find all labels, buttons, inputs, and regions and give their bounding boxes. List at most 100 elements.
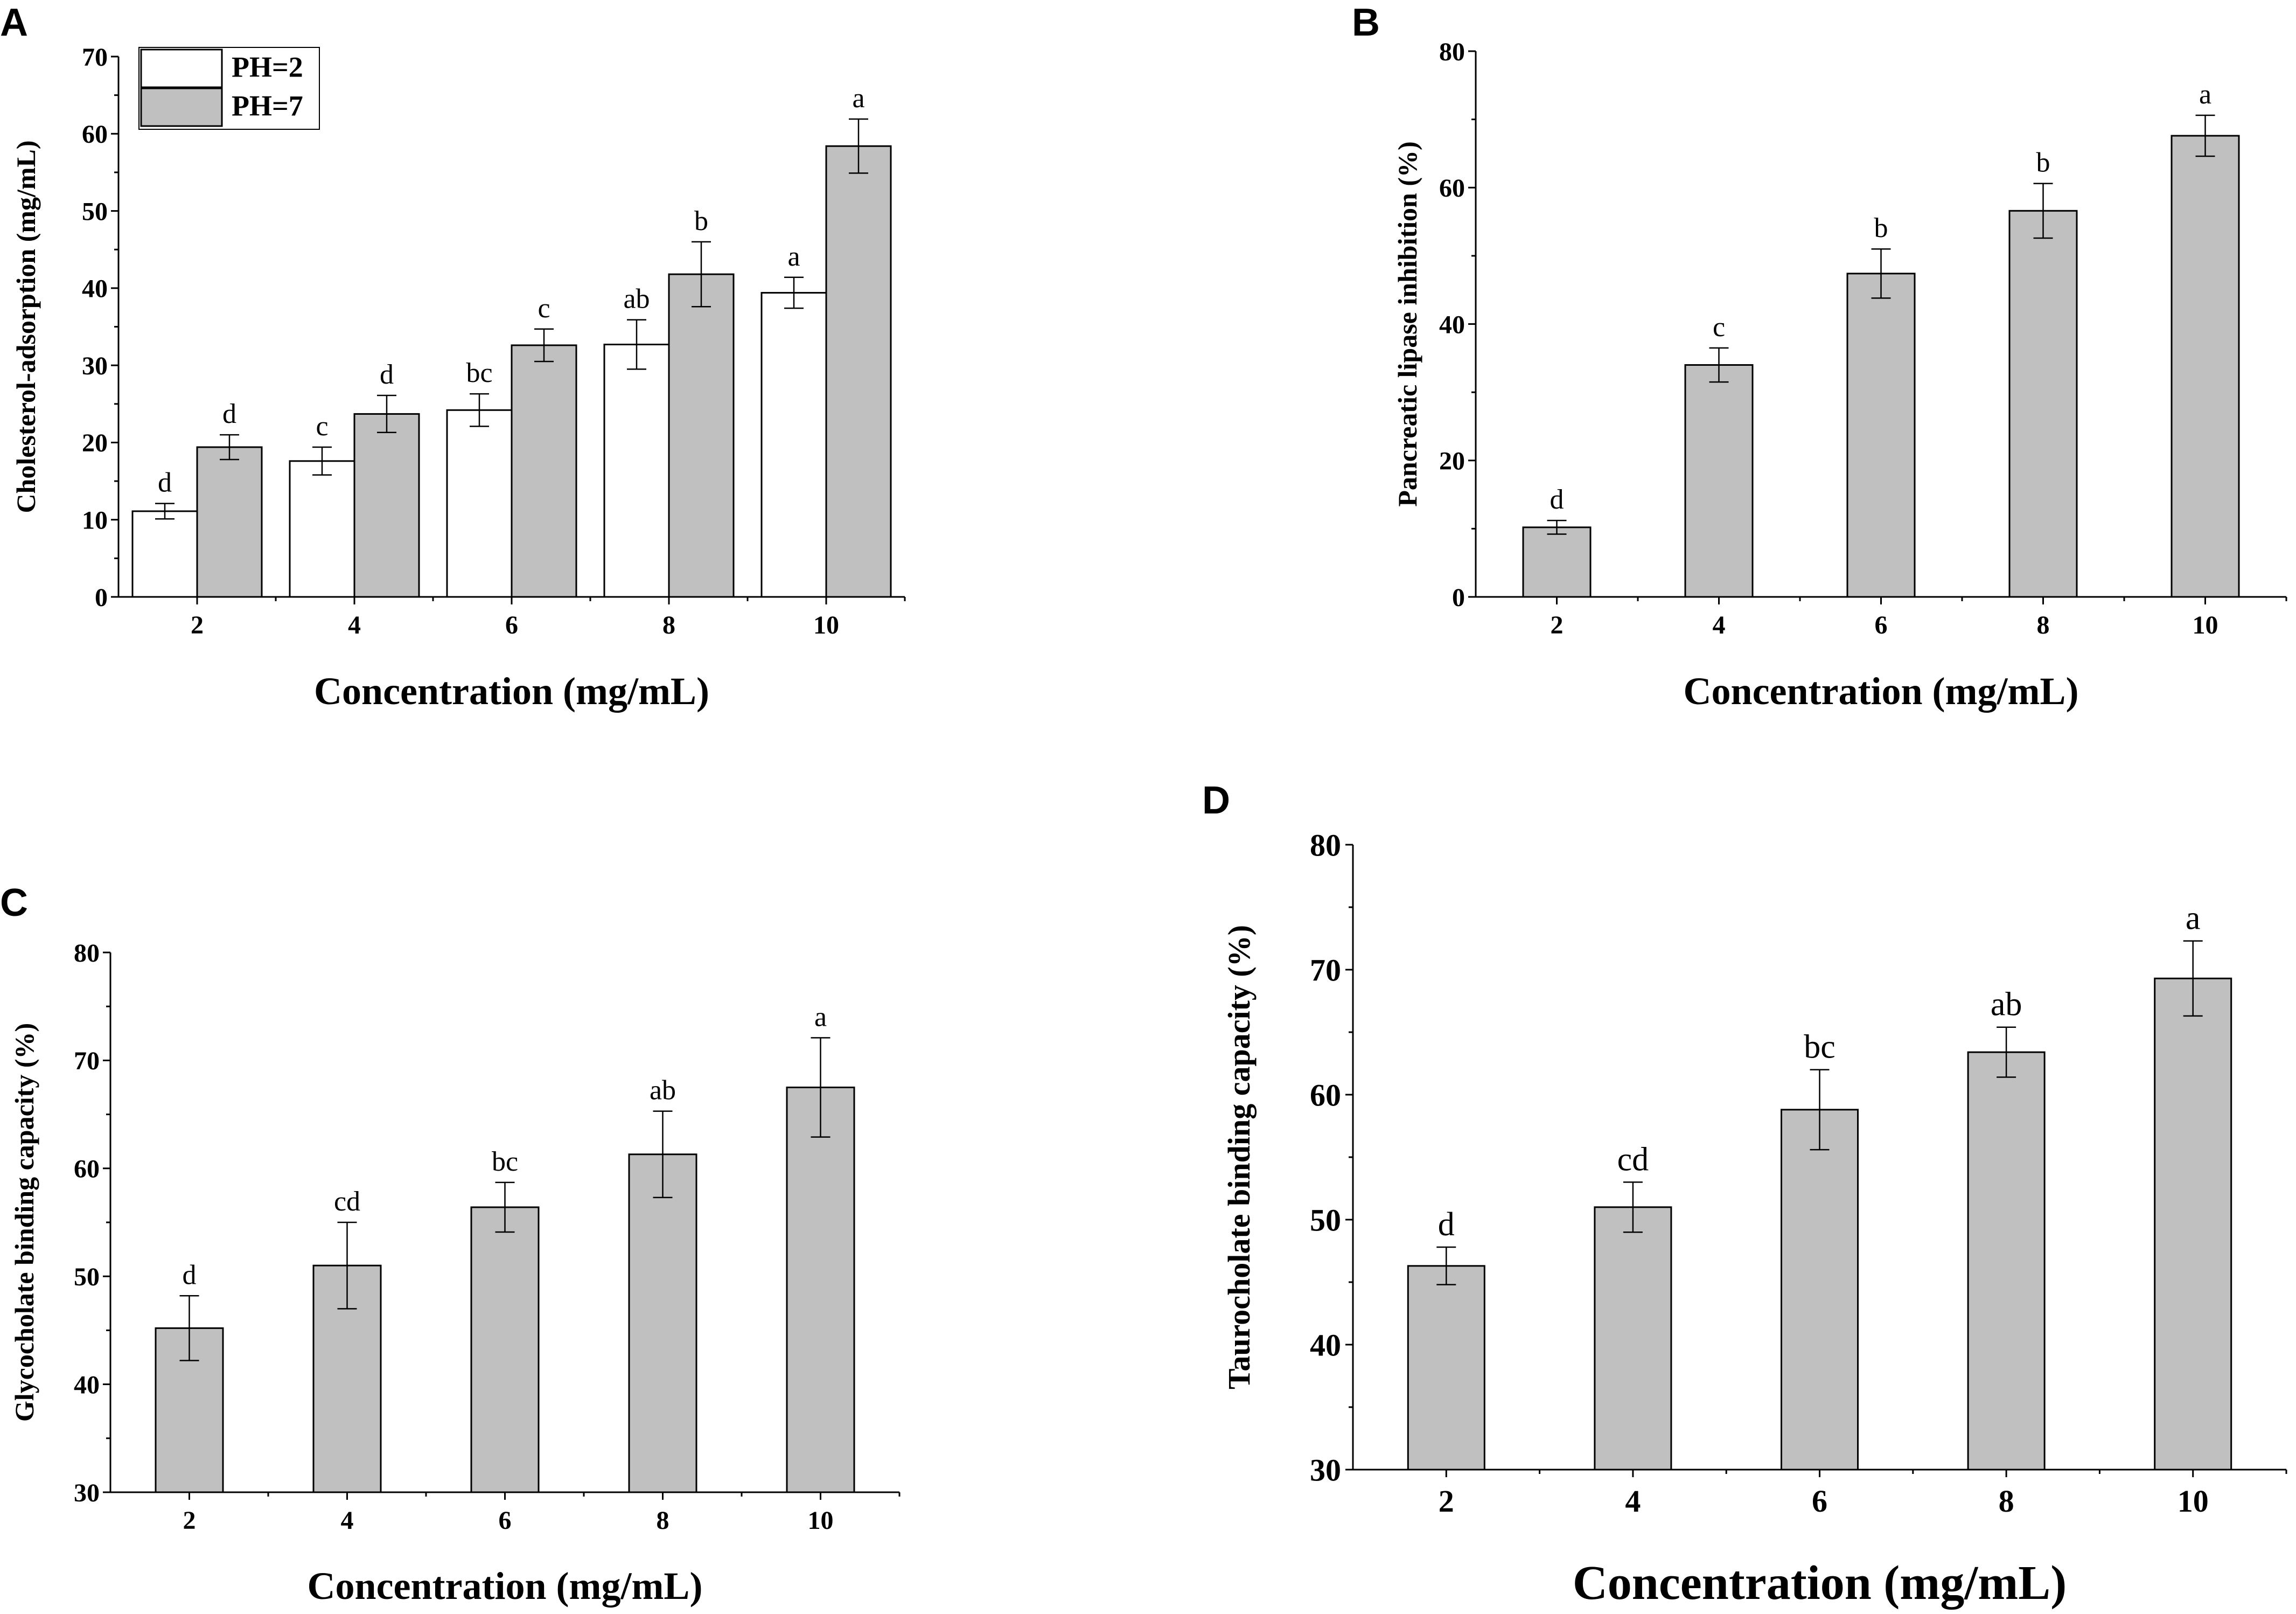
panel-d-x-tick-label: 2 (1439, 1484, 1454, 1519)
panel-d-significance-letter: bc (1804, 1029, 1836, 1066)
panel-c-y-tick-label: 50 (74, 1263, 100, 1291)
panel-a-y-tick-label: 60 (82, 120, 108, 149)
panel-c-x-tick-label: 6 (499, 1506, 512, 1535)
panel-d-significance-letter: d (1438, 1206, 1455, 1243)
panel-c-bar (786, 1087, 855, 1493)
panel-c-bar (470, 1206, 540, 1493)
panel-a-bar (603, 343, 670, 598)
panel-d-significance-letter: ab (1991, 986, 2022, 1023)
panel-d-bar (1967, 1051, 2046, 1471)
panel-letter-d: D (1202, 779, 1230, 822)
panel-a-bar (353, 413, 420, 598)
panel-d-bar (1407, 1265, 1485, 1471)
panel-a-significance-letter: ab (623, 284, 650, 315)
panel-c-significance-letter: d (183, 1260, 197, 1290)
panel-c-y-tick-label: 70 (74, 1047, 100, 1075)
panel-a-bar (446, 409, 513, 598)
panel-b-x-tick-label: 6 (1875, 611, 1888, 639)
panel-b-significance-letter: b (1874, 213, 1888, 244)
legend-box (138, 47, 320, 130)
panel-b-x-tick-label: 2 (1551, 611, 1564, 639)
panel-b-significance-letter: d (1550, 484, 1564, 515)
panel-a-y-tick-label: 50 (82, 197, 108, 226)
panel-d-y-tick-label: 50 (1310, 1202, 1341, 1237)
panel-c-y-tick-label: 80 (74, 939, 100, 968)
panel-a-y-tick-label: 0 (95, 583, 108, 612)
panel-b-y-tick-label: 0 (1452, 583, 1465, 612)
panel-c-x-tick-label: 4 (341, 1506, 354, 1535)
panel-a-significance-letter: bc (466, 358, 492, 388)
panel-d-y-tick-label: 30 (1310, 1452, 1341, 1487)
panel-b-y-tick-label: 40 (1439, 310, 1465, 339)
panel-d-bar (2154, 977, 2232, 1471)
panel-a-significance-letter: c (316, 411, 328, 442)
panel-d-y-tick-label: 80 (1310, 827, 1341, 862)
panel-b-bar (2171, 135, 2240, 598)
legend-swatch-2 (140, 87, 223, 127)
panel-c-significance-letter: cd (334, 1186, 360, 1217)
panel-c-x-tick-label: 8 (657, 1506, 669, 1535)
panel-a-x-tick-label: 6 (505, 611, 518, 639)
panel-a-significance-letter: b (694, 206, 708, 236)
panel-a-bar (825, 145, 892, 598)
panel-d-x-tick-label: 6 (1812, 1484, 1827, 1519)
panel-a-x-tick-label: 10 (813, 611, 839, 639)
panel-a-y-tick-label: 70 (82, 43, 108, 72)
panel-b-y-tick-label: 80 (1439, 38, 1465, 66)
panel-c-bar (628, 1153, 697, 1493)
panel-d-bar (1594, 1206, 1672, 1471)
panel-d-x-axis-label: Concentration (mg/mL) (1573, 1556, 2067, 1610)
panel-b-bar (1846, 273, 1916, 598)
panel-b-y-tick-label: 20 (1439, 447, 1465, 476)
panel-a-significance-letter: d (222, 399, 236, 429)
panel-b-significance-letter: a (2199, 79, 2211, 110)
panel-b-y-axis-label: Pancreatic lipase inhibition (%) (1392, 141, 1422, 506)
panel-b-bar (1522, 526, 1592, 598)
panel-b-x-tick-label: 4 (1713, 611, 1726, 639)
panel-a-bar (289, 460, 355, 598)
panel-c-x-tick-label: 10 (808, 1506, 834, 1535)
legend-swatch-1 (140, 48, 223, 88)
panel-b-bar (1684, 364, 1754, 598)
panel-a-bar (760, 291, 827, 598)
panel-d-significance-letter: a (2186, 900, 2201, 937)
panel-a-significance-letter: c (538, 293, 550, 324)
panel-b-x-tick-label: 8 (2037, 611, 2050, 639)
panel-c-y-tick-label: 60 (74, 1155, 100, 1184)
panel-letter-b: B (1352, 1, 1380, 44)
panel-a-y-axis-label: Cholesterol-adsorption (mg/mL) (11, 140, 41, 513)
panel-a-x-tick-label: 2 (191, 611, 204, 639)
panel-d-x-tick-label: 8 (1999, 1484, 2014, 1519)
panel-d-bar (1781, 1109, 1859, 1471)
panel-a-x-axis-label: Concentration (mg/mL) (314, 670, 709, 713)
panel-d-y-tick-label: 40 (1310, 1327, 1341, 1362)
panel-b-y-tick-label: 60 (1439, 174, 1465, 203)
panel-a-significance-letter: a (852, 83, 864, 114)
panel-d-x-tick-label: 10 (2178, 1484, 2209, 1519)
panel-d-x-tick-label: 4 (1625, 1484, 1641, 1519)
panel-c-y-tick-label: 30 (74, 1479, 100, 1507)
panel-c-x-tick-label: 2 (183, 1506, 196, 1535)
legend-label-2: PH=7 (232, 89, 303, 122)
panel-b-significance-letter: b (2036, 148, 2050, 178)
panel-a-y-tick-label: 20 (82, 429, 108, 457)
panel-a-y-tick-label: 30 (82, 352, 108, 380)
panel-a-significance-letter: d (158, 468, 172, 498)
panel-c-significance-letter: a (814, 1001, 827, 1032)
legend-label-1: PH=2 (232, 51, 303, 83)
panel-a-x-tick-label: 4 (348, 611, 361, 639)
panel-a-bar (668, 273, 735, 598)
panel-d-y-tick-label: 70 (1310, 952, 1341, 987)
panel-letter-c: C (0, 881, 28, 924)
panel-a-x-tick-label: 8 (662, 611, 675, 639)
panel-b-x-tick-label: 10 (2193, 611, 2218, 639)
panel-a-significance-letter: a (787, 241, 800, 272)
panel-b-bar (2008, 210, 2078, 598)
panel-c-x-axis-label: Concentration (mg/mL) (308, 1564, 703, 1608)
panel-d-y-tick-label: 60 (1310, 1077, 1341, 1112)
panel-b-x-axis-label: Concentration (mg/mL) (1684, 670, 2079, 713)
panel-c-y-tick-label: 40 (74, 1370, 100, 1399)
panel-a-y-tick-label: 40 (82, 275, 108, 303)
